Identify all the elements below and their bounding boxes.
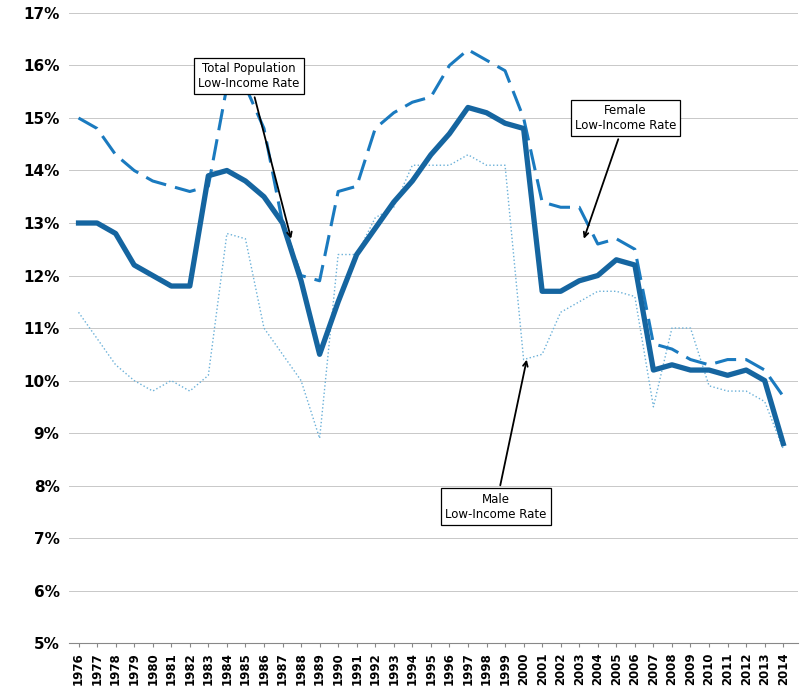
Text: Female
Low-Income Rate: Female Low-Income Rate (575, 104, 676, 237)
Text: Total Population
Low-Income Rate: Total Population Low-Income Rate (199, 62, 299, 237)
Text: Male
Low-Income Rate: Male Low-Income Rate (445, 362, 547, 520)
